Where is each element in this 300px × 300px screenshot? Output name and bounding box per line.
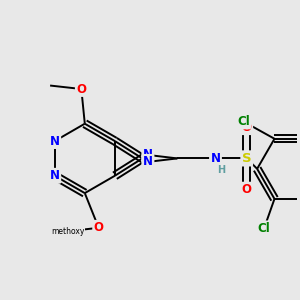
Text: O: O: [242, 121, 252, 134]
Text: Cl: Cl: [258, 222, 270, 235]
Text: H: H: [217, 165, 225, 175]
Text: N: N: [50, 135, 60, 148]
Text: Cl: Cl: [237, 115, 250, 128]
Text: N: N: [50, 169, 60, 182]
Text: O: O: [242, 183, 252, 196]
Text: N: N: [211, 152, 220, 165]
Text: N: N: [143, 155, 153, 168]
Text: O: O: [94, 221, 104, 234]
Text: O: O: [76, 82, 86, 95]
Text: S: S: [242, 152, 251, 165]
Text: methoxy: methoxy: [51, 227, 84, 236]
Text: N: N: [143, 148, 153, 161]
